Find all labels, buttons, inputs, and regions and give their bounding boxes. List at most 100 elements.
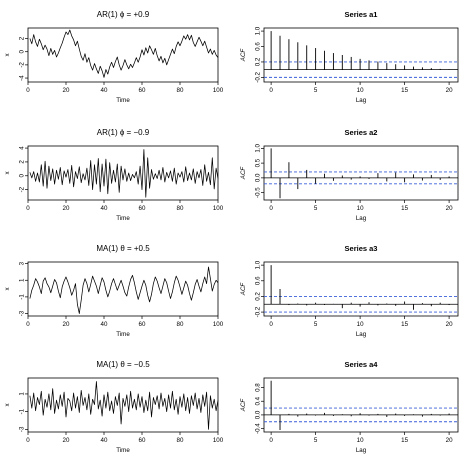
x-tick-label: 40 [101, 321, 108, 328]
x-axis-label: Lag [356, 97, 367, 104]
x-tick-label: 10 [357, 321, 364, 328]
x-tick-label: 0 [26, 87, 30, 94]
plot-frame [27, 377, 219, 433]
x-tick-label: 100 [213, 205, 224, 212]
y-tick-label: 0.5 [255, 158, 262, 167]
y-tick-label: 2 [19, 36, 26, 40]
acf-panel-4: Series a4 0 5 10 15 20 -0.4 0.0 0.4 0.8 Lag ACF [240, 360, 459, 454]
series-line [29, 381, 219, 430]
x-axis-label: Time [116, 331, 130, 338]
series-line [29, 149, 219, 198]
x-tick-label: 80 [177, 321, 184, 328]
acf-panel-3: Series a3 0 5 10 15 20 -0.2 0.2 0.6 1.0 Lag ACF [240, 244, 459, 338]
plot-frame [263, 27, 459, 83]
x-tick-label: 100 [213, 87, 224, 94]
acf-panel-2: Series a2 0 5 10 15 20 -0.5 0.0 0.5 1.0 Lag ACF [240, 128, 459, 222]
y-tick-label: 0.2 [255, 292, 262, 301]
plot-title: Series a4 [345, 360, 379, 369]
y-tick-label: -1 [19, 408, 26, 414]
x-tick-label: 0 [26, 321, 30, 328]
acf-panel-1: Series a1 0 5 10 15 20 -0.2 0.2 0.6 1.0 Lag ACF [240, 10, 459, 104]
y-tick-label: 1 [19, 392, 26, 396]
x-tick-label: 15 [401, 321, 408, 328]
plot-title: Series a3 [345, 244, 378, 253]
y-axis-label: x [4, 171, 11, 175]
x-tick-label: 80 [177, 437, 184, 444]
x-tick-label: 80 [177, 87, 184, 94]
x-tick-label: 100 [213, 321, 224, 328]
y-tick-label: 0.0 [255, 173, 262, 182]
x-axis-label: Time [116, 215, 130, 222]
plot-frame [263, 377, 459, 433]
x-tick-label: 60 [139, 437, 146, 444]
series-panel-2: AR(1) ϕ = −0.9 0 20 40 60 80 100 -2 0 2 4 Time x [4, 128, 224, 222]
x-tick-label: 0 [269, 321, 273, 328]
x-tick-label: 0 [269, 205, 273, 212]
x-tick-label: 60 [139, 321, 146, 328]
y-tick-label: 0 [19, 49, 26, 53]
y-tick-label: -0.2 [255, 71, 262, 82]
y-tick-label: -0.5 [255, 187, 262, 198]
plot-frame [263, 145, 459, 201]
plot-title: AR(1) ϕ = −0.9 [97, 128, 150, 137]
x-tick-label: 100 [213, 437, 224, 444]
x-tick-label: 0 [26, 437, 30, 444]
series-line [29, 29, 219, 78]
x-tick-label: 20 [446, 87, 453, 94]
y-tick-label: 0.6 [255, 276, 262, 285]
y-tick-label: 3 [19, 261, 26, 265]
plot-title: Series a1 [345, 10, 378, 19]
y-axis-label: x [4, 403, 11, 407]
y-tick-label: 2 [19, 160, 26, 164]
y-tick-label: 1.0 [255, 144, 262, 153]
x-tick-label: 20 [63, 87, 70, 94]
plot-frame [27, 27, 219, 83]
y-tick-label: -2 [19, 62, 26, 68]
x-axis-label: Lag [356, 331, 367, 338]
y-tick-label: -2 [19, 186, 26, 192]
x-tick-label: 60 [139, 205, 146, 212]
x-tick-label: 5 [314, 321, 318, 328]
y-tick-label: -3 [19, 426, 26, 432]
x-tick-label: 20 [63, 205, 70, 212]
x-tick-label: 15 [401, 205, 408, 212]
y-tick-label: 0.4 [255, 396, 262, 405]
x-tick-label: 0 [269, 437, 273, 444]
x-tick-label: 20 [63, 321, 70, 328]
x-tick-label: 40 [101, 437, 108, 444]
y-tick-label: 0 [19, 173, 26, 177]
x-axis-label: Time [116, 447, 130, 454]
y-tick-label: 0.8 [255, 383, 262, 392]
x-tick-label: 0 [26, 205, 30, 212]
y-tick-label: -0.4 [255, 423, 262, 434]
series-panel-3: MA(1) θ = +0.5 0 20 40 60 80 100 -3 -1 1 3 Time x [4, 244, 224, 338]
y-axis-label: ACF [240, 48, 247, 63]
x-tick-label: 40 [101, 87, 108, 94]
y-tick-label: -1 [19, 294, 26, 300]
x-tick-label: 60 [139, 87, 146, 94]
plot-frame [27, 145, 219, 201]
plot-title: MA(1) θ = −0.5 [96, 360, 150, 369]
x-tick-label: 20 [446, 437, 453, 444]
series-panel-1: AR(1) ϕ = +0.9 0 20 40 60 80 100 -4 -2 0 2 Time x [4, 10, 224, 104]
y-tick-label: 1.0 [255, 26, 262, 35]
y-axis-label: ACF [240, 398, 247, 413]
x-tick-label: 15 [401, 87, 408, 94]
x-tick-label: 10 [357, 437, 364, 444]
x-tick-label: 15 [401, 437, 408, 444]
x-axis-label: Lag [356, 447, 367, 454]
y-tick-label: 0.0 [255, 410, 262, 419]
plot-title: AR(1) ϕ = +0.9 [97, 10, 150, 19]
x-tick-label: 20 [446, 321, 453, 328]
y-axis-label: ACF [240, 166, 247, 181]
x-tick-label: 0 [269, 87, 273, 94]
y-tick-label: -3 [19, 310, 26, 316]
series-line [29, 266, 219, 314]
plot-title: Series a2 [345, 128, 378, 137]
y-tick-label: 4 [19, 146, 26, 150]
x-tick-label: 10 [357, 205, 364, 212]
y-tick-label: 0.2 [255, 57, 262, 66]
y-tick-label: -4 [19, 75, 26, 81]
x-tick-label: 5 [314, 437, 318, 444]
